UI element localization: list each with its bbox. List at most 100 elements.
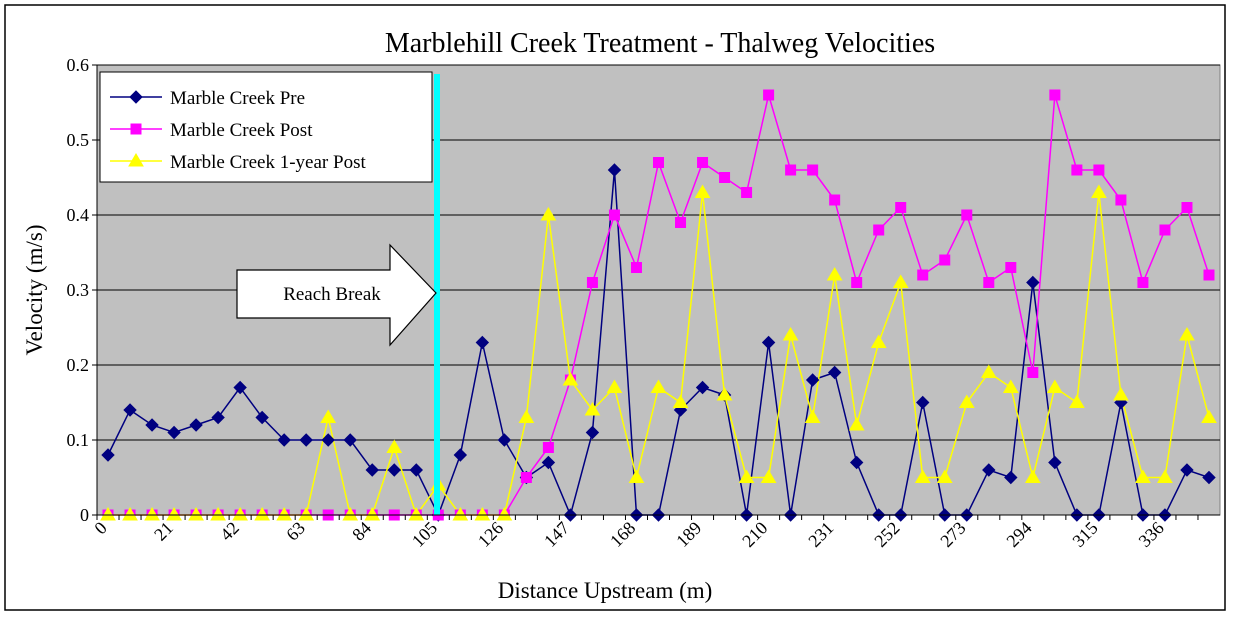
marker (365, 463, 379, 477)
marker (130, 123, 142, 135)
marker (958, 394, 975, 408)
marker (145, 418, 159, 432)
marker (1027, 367, 1039, 378)
marker (1005, 262, 1017, 273)
marker (697, 157, 709, 168)
marker (961, 209, 973, 221)
marker (101, 448, 115, 462)
marker (1024, 469, 1041, 483)
marker (408, 507, 425, 521)
y-tick-label: 0.2 (67, 355, 90, 375)
marker (716, 387, 733, 401)
marker (608, 209, 620, 221)
marker (760, 469, 777, 483)
marker (695, 380, 710, 395)
marker (1004, 470, 1018, 485)
y-tick-label: 0.1 (67, 430, 90, 450)
marker (586, 277, 598, 288)
marker (829, 194, 841, 206)
marker (807, 164, 819, 176)
marker (719, 172, 731, 183)
y-tick-label: 0 (80, 505, 89, 525)
marker (452, 507, 469, 521)
marker (364, 507, 381, 521)
marker (606, 379, 623, 393)
marker (128, 153, 144, 167)
marker (232, 507, 248, 521)
x-axis-label: Distance Upstream (m) (498, 578, 713, 603)
marker (1049, 89, 1061, 101)
marker (826, 267, 843, 281)
marker (144, 507, 160, 521)
marker (782, 327, 799, 341)
marker (870, 334, 887, 348)
marker (386, 439, 403, 453)
marker (453, 448, 468, 462)
marker (585, 425, 600, 440)
y-tick-label: 0.4 (67, 205, 90, 225)
marker (914, 469, 931, 483)
marker (277, 433, 291, 447)
y-tick-label: 0.6 (67, 55, 90, 75)
marker (982, 463, 996, 477)
marker (1026, 275, 1040, 290)
legend-box (99, 71, 433, 183)
marker (1091, 184, 1107, 198)
marker (1071, 164, 1083, 176)
marker (1115, 194, 1127, 206)
marker (320, 409, 337, 423)
marker (607, 163, 622, 177)
marker (1002, 379, 1019, 393)
marker (1159, 224, 1171, 236)
marker (298, 507, 315, 521)
reach-break-arrow (236, 243, 437, 347)
marker (166, 507, 182, 521)
marker (1046, 379, 1063, 393)
marker (518, 409, 535, 423)
marker (1179, 327, 1195, 341)
marker (1202, 470, 1216, 485)
marker (1048, 455, 1062, 470)
marker (167, 425, 181, 440)
marker (675, 217, 687, 228)
marker (849, 455, 864, 470)
marker (827, 365, 842, 380)
marker (189, 418, 203, 432)
marker (763, 89, 775, 101)
marker (100, 507, 116, 521)
marker (694, 184, 711, 198)
marker (1113, 387, 1129, 401)
marker (848, 417, 865, 431)
marker (409, 463, 423, 477)
marker (129, 90, 143, 104)
marker (123, 403, 137, 417)
marker (1157, 469, 1173, 483)
marker (1201, 409, 1217, 423)
marker (892, 274, 909, 288)
marker (761, 335, 776, 350)
marker (980, 364, 997, 378)
marker (650, 379, 667, 393)
marker (785, 164, 797, 176)
marker (211, 410, 225, 425)
marker (496, 507, 513, 521)
marker (936, 469, 953, 483)
marker (630, 262, 642, 273)
marker (1181, 202, 1193, 213)
marker (804, 409, 821, 423)
marker (895, 202, 907, 213)
marker (628, 469, 645, 483)
marker (542, 442, 554, 453)
legend-label: Marble Creek 1-year Post (170, 152, 366, 173)
annotation: Reach Break (283, 284, 381, 305)
y-tick-label: 0.5 (67, 130, 90, 150)
marker (321, 433, 335, 447)
marker (562, 372, 579, 386)
marker (299, 433, 313, 447)
legend-label: Marble Creek Pre (170, 88, 305, 109)
marker (983, 277, 995, 288)
marker (738, 469, 755, 483)
marker (1137, 277, 1149, 288)
legend-label: Marble Creek Post (170, 120, 313, 141)
